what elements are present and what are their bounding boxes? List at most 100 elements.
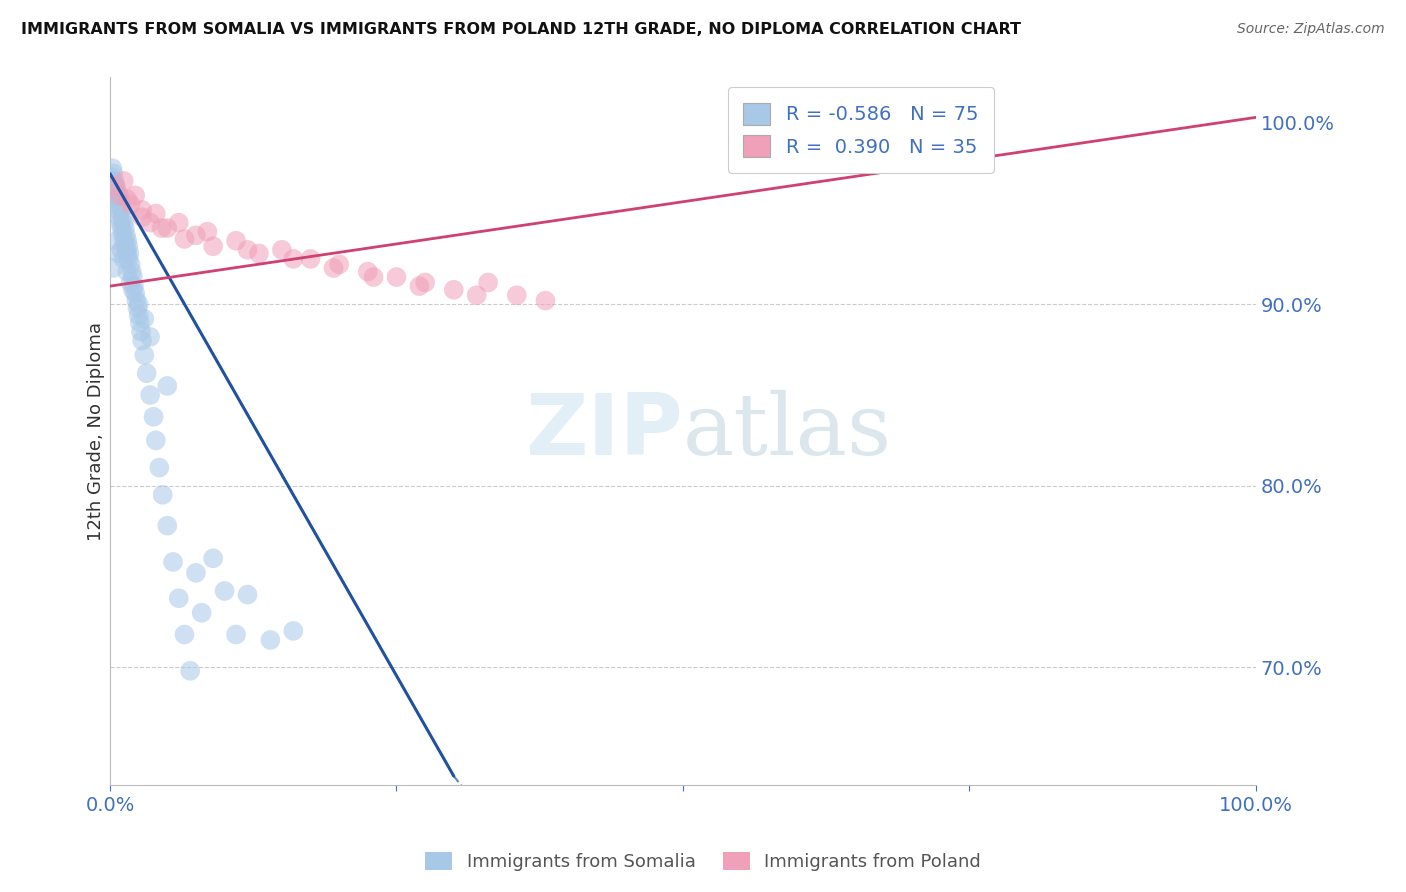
Point [179,664,201,678]
Point [299,252,322,266]
Point [105,185,128,199]
Point [114,221,136,235]
Point [110,221,132,235]
Point [236,588,259,602]
Point [408,279,430,293]
Point [104,192,127,206]
Point [105,197,128,211]
Point [104,179,127,194]
Point [112,232,135,246]
Point [122,283,145,297]
Point [121,264,143,278]
Text: ZIP: ZIP [526,390,683,473]
Point [139,330,162,344]
Point [110,197,132,211]
Point [162,555,184,569]
Point [127,301,149,315]
Point [139,388,162,402]
Point [142,409,165,424]
Point [477,276,499,290]
Point [145,206,167,220]
Point [117,239,139,253]
Point [173,627,195,641]
Point [115,192,138,206]
Point [128,308,150,322]
Point [103,174,125,188]
Point [115,264,138,278]
Point [156,379,179,393]
Point [139,216,162,230]
Point [156,518,179,533]
Point [115,228,138,243]
Point [114,237,136,252]
Point [108,246,131,260]
Point [363,270,385,285]
Point [134,311,156,326]
Point [111,227,134,241]
Y-axis label: 12th Grade, No Diploma: 12th Grade, No Diploma [87,322,105,541]
Point [101,174,124,188]
Point [124,286,146,301]
Point [145,434,167,448]
Point [110,243,132,257]
Point [100,170,122,185]
Point [108,192,131,206]
Point [283,252,305,266]
Point [184,566,207,580]
Point [247,246,270,260]
Point [506,288,529,302]
Point [112,252,135,266]
Point [120,257,142,271]
Point [150,221,173,235]
Point [134,348,156,362]
Point [465,288,488,302]
Point [443,283,465,297]
Point [115,234,138,248]
Point [202,551,225,566]
Point [128,297,150,311]
Point [107,188,129,202]
Point [120,276,142,290]
Text: Source: ZipAtlas.com: Source: ZipAtlas.com [1237,22,1385,37]
Point [259,632,281,647]
Point [131,202,153,217]
Point [122,270,145,285]
Point [128,315,150,329]
Legend: Immigrants from Somalia, Immigrants from Poland: Immigrants from Somalia, Immigrants from… [418,845,988,879]
Point [125,293,148,308]
Point [108,188,131,202]
Point [167,591,190,606]
Point [148,460,170,475]
Point [135,366,157,380]
Point [104,179,127,194]
Point [328,257,350,271]
Point [112,216,135,230]
Point [184,228,207,243]
Point [413,276,436,290]
Point [270,243,292,257]
Point [122,279,145,293]
Point [117,252,139,266]
Point [202,239,225,253]
Point [236,243,259,257]
Point [534,293,557,308]
Point [115,243,138,257]
Text: atlas: atlas [683,390,891,473]
Point [112,174,135,188]
Point [197,225,219,239]
Point [357,264,380,278]
Point [108,210,131,224]
Point [225,234,247,248]
Point [167,216,190,230]
Point [105,234,128,248]
Point [283,624,305,638]
Point [111,210,134,224]
Point [115,246,138,260]
Point [214,584,236,599]
Point [110,202,132,217]
Point [101,161,124,176]
Point [385,270,408,285]
Point [103,167,125,181]
Point [131,210,153,224]
Point [110,216,132,230]
